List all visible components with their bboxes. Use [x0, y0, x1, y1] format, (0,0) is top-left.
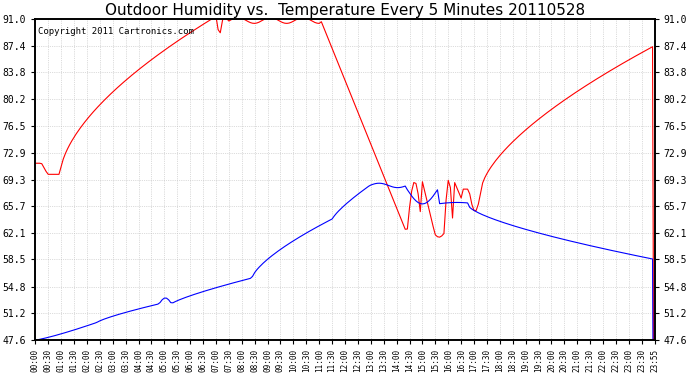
Title: Outdoor Humidity vs.  Temperature Every 5 Minutes 20110528: Outdoor Humidity vs. Temperature Every 5… [105, 3, 585, 18]
Text: Copyright 2011 Cartronics.com: Copyright 2011 Cartronics.com [39, 27, 195, 36]
